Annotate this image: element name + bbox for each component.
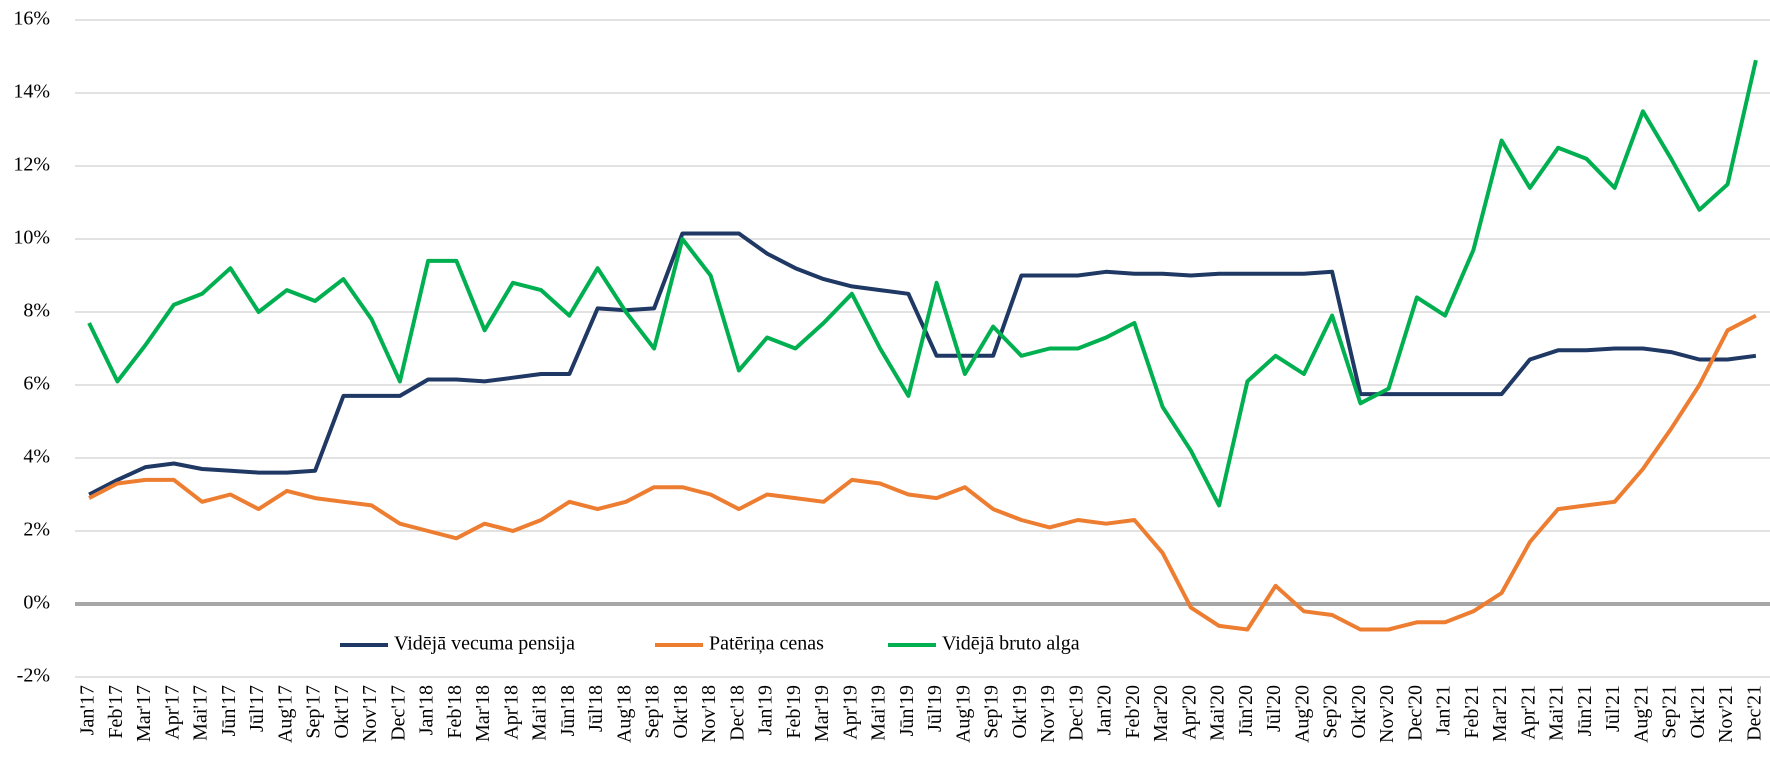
x-tick-label: Jūl'20	[1263, 685, 1285, 732]
x-tick-label: Jūn'18	[557, 685, 579, 736]
y-tick-label: 12%	[13, 154, 50, 176]
x-tick-label: Sep'21	[1659, 685, 1681, 739]
x-tick-label: Mai'19	[868, 685, 890, 741]
x-tick-label: Apr'18	[500, 685, 522, 740]
x-tick-label: Jan'17	[77, 685, 99, 735]
x-tick-label: Dec'17	[387, 685, 409, 741]
x-tick-label: Dec'18	[726, 685, 748, 741]
x-tick-label: Apr'21	[1517, 685, 1539, 740]
x-tick-label: Jan'20	[1094, 685, 1116, 735]
x-tick-label: Dec'20	[1404, 685, 1426, 741]
x-tick-label: Mai'17	[190, 685, 212, 741]
x-tick-label: Jūl'17	[246, 685, 268, 732]
x-tick-label: Mar'20	[1150, 685, 1172, 742]
x-tick-label: Apr'19	[839, 685, 861, 740]
x-tick-label: Feb'21	[1461, 685, 1483, 739]
y-tick-label: -2%	[17, 665, 50, 687]
x-tick-label: Mai'21	[1546, 685, 1568, 741]
legend-label: Patēriņa cenas	[709, 633, 824, 655]
x-tick-label: Okt'21	[1687, 685, 1709, 739]
x-tick-label: Apr'20	[1178, 685, 1200, 740]
x-tick-label: Nov'17	[359, 685, 381, 743]
legend-label: Vidējā vecuma pensija	[394, 633, 575, 655]
x-tick-label: Mar'21	[1489, 685, 1511, 742]
x-tick-label: Feb'20	[1122, 685, 1144, 739]
y-tick-label: 6%	[23, 373, 50, 395]
x-tick-label: Mar'17	[133, 685, 155, 742]
x-tick-label: Mar'18	[472, 685, 494, 742]
x-tick-label: Sep'19	[981, 685, 1003, 739]
x-tick-label: Jūl'18	[585, 685, 607, 732]
y-tick-label: 8%	[23, 300, 50, 322]
series-line	[88, 231, 1757, 497]
x-tick-label: Okt'19	[1009, 685, 1031, 739]
x-tick-label: Nov'20	[1376, 685, 1398, 743]
x-tick-label: Okt'18	[670, 685, 692, 739]
x-tick-label: Mai'18	[529, 685, 551, 741]
x-tick-label: Sep'17	[303, 685, 325, 739]
x-tick-label: Jūl'21	[1602, 685, 1624, 732]
y-tick-label: 10%	[13, 227, 50, 249]
x-tick-label: Aug'20	[1291, 685, 1313, 743]
x-tick-label: Aug'17	[274, 685, 296, 743]
x-tick-label: Jan'21	[1433, 685, 1455, 735]
y-tick-label: 16%	[13, 8, 50, 30]
y-tick-label: 14%	[13, 81, 50, 103]
x-tick-label: Nov'19	[1037, 685, 1059, 743]
x-tick-label: Jan'18	[416, 685, 438, 735]
y-tick-label: 4%	[23, 446, 50, 468]
x-tick-label: Jūn'17	[218, 685, 240, 736]
x-tick-label: Mar'19	[811, 685, 833, 742]
x-tick-label: Aug'19	[952, 685, 974, 743]
x-tick-label: Okt'20	[1348, 685, 1370, 739]
x-tick-label: Aug'21	[1630, 685, 1652, 743]
x-tick-label: Nov'18	[698, 685, 720, 743]
x-tick-label: Feb'18	[444, 685, 466, 739]
x-tick-label: Sep'20	[1320, 685, 1342, 739]
x-tick-label: Nov'21	[1715, 685, 1737, 743]
series-line	[88, 313, 1757, 632]
legend-label: Vidējā bruto alga	[942, 633, 1080, 655]
x-tick-label: Okt'17	[331, 685, 353, 739]
x-tick-label: Apr'17	[161, 685, 183, 740]
x-tick-label: Jūn'21	[1574, 685, 1596, 736]
x-tick-label: Feb'19	[783, 685, 805, 739]
x-tick-label: Jan'19	[755, 685, 777, 735]
x-tick-label: Dec'21	[1743, 685, 1765, 741]
x-tick-label: Jūl'19	[924, 685, 946, 732]
y-tick-label: 2%	[23, 519, 50, 541]
x-tick-label: Sep'18	[642, 685, 664, 739]
x-tick-label: Aug'18	[613, 685, 635, 743]
y-tick-label: 0%	[23, 592, 50, 614]
x-tick-label: Mai'20	[1207, 685, 1229, 741]
series-line	[87, 59, 1758, 508]
x-tick-label: Dec'19	[1065, 685, 1087, 741]
x-tick-label: Jūn'19	[896, 685, 918, 736]
x-tick-label: Jūn'20	[1235, 685, 1257, 736]
x-tick-label: Feb'17	[105, 685, 127, 739]
